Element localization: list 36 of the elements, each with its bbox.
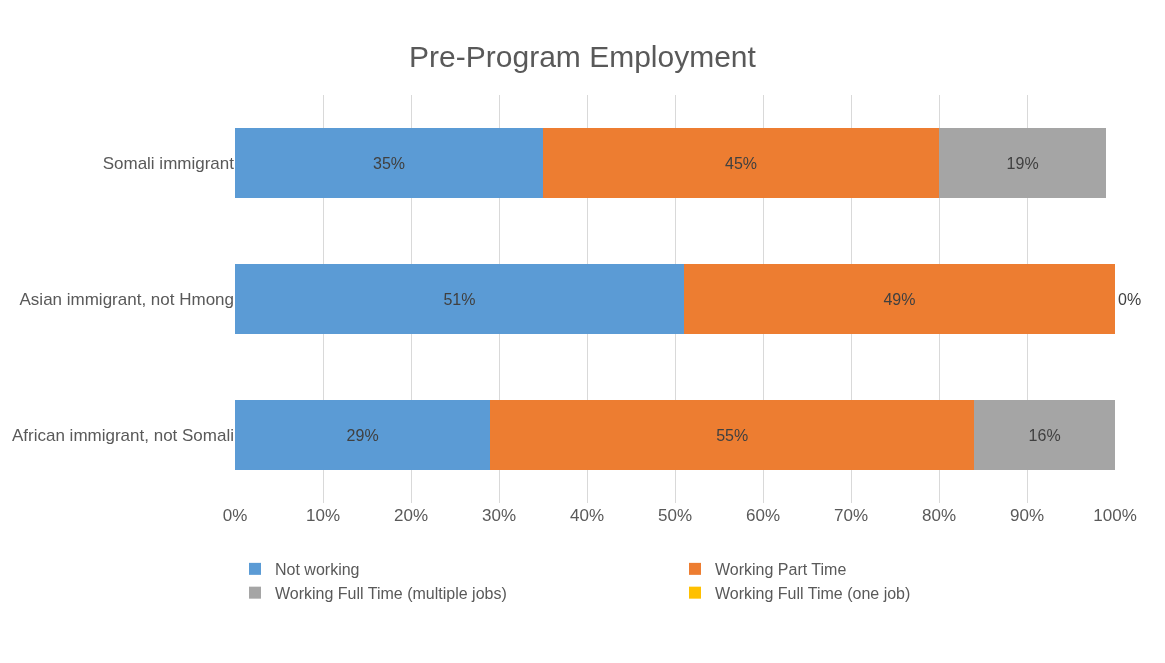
x-tick-label: 40% — [569, 506, 605, 525]
x-tick-label: 10% — [305, 506, 341, 525]
x-tick-label: 60% — [745, 506, 781, 525]
bar — [543, 127, 939, 199]
x-tick-label: 50% — [657, 506, 693, 525]
data-label: 51% — [443, 290, 476, 308]
data-label: 16% — [1028, 426, 1061, 444]
x-tick-label: 100% — [1093, 506, 1137, 525]
data-label: 0% — [1118, 290, 1142, 308]
bar — [235, 399, 491, 471]
legend-label: Working Full Time (one job) — [715, 584, 911, 602]
bar — [939, 127, 1107, 199]
legend-label: Working Full Time (multiple jobs) — [275, 584, 507, 602]
bar — [235, 263, 684, 335]
chart-title: Pre-Program Employment — [409, 40, 757, 74]
bar — [490, 399, 975, 471]
data-label: 55% — [716, 426, 749, 444]
bar — [235, 127, 543, 199]
x-tick-label: 70% — [833, 506, 869, 525]
x-tick-label: 90% — [1009, 506, 1045, 525]
legend-label: Working Part Time — [715, 561, 847, 579]
y-tick-label: Somali immigrant — [102, 153, 235, 173]
data-label: 35% — [372, 154, 406, 172]
data-label: 49% — [883, 290, 916, 308]
bar — [974, 399, 1115, 471]
data-label: 19% — [1006, 154, 1039, 172]
x-tick-label: 20% — [393, 506, 429, 525]
x-tick-label: 0% — [222, 506, 248, 525]
data-label: 45% — [724, 154, 758, 172]
bar — [683, 263, 1115, 335]
x-tick-label: 30% — [481, 506, 517, 525]
y-tick-label: Asian immigrant, not Hmong — [19, 289, 234, 309]
x-tick-label: 80% — [921, 506, 957, 525]
data-label: 29% — [346, 426, 379, 444]
y-tick-label: African immigrant, not Somali — [11, 425, 234, 445]
legend-label: Not working — [275, 561, 360, 579]
